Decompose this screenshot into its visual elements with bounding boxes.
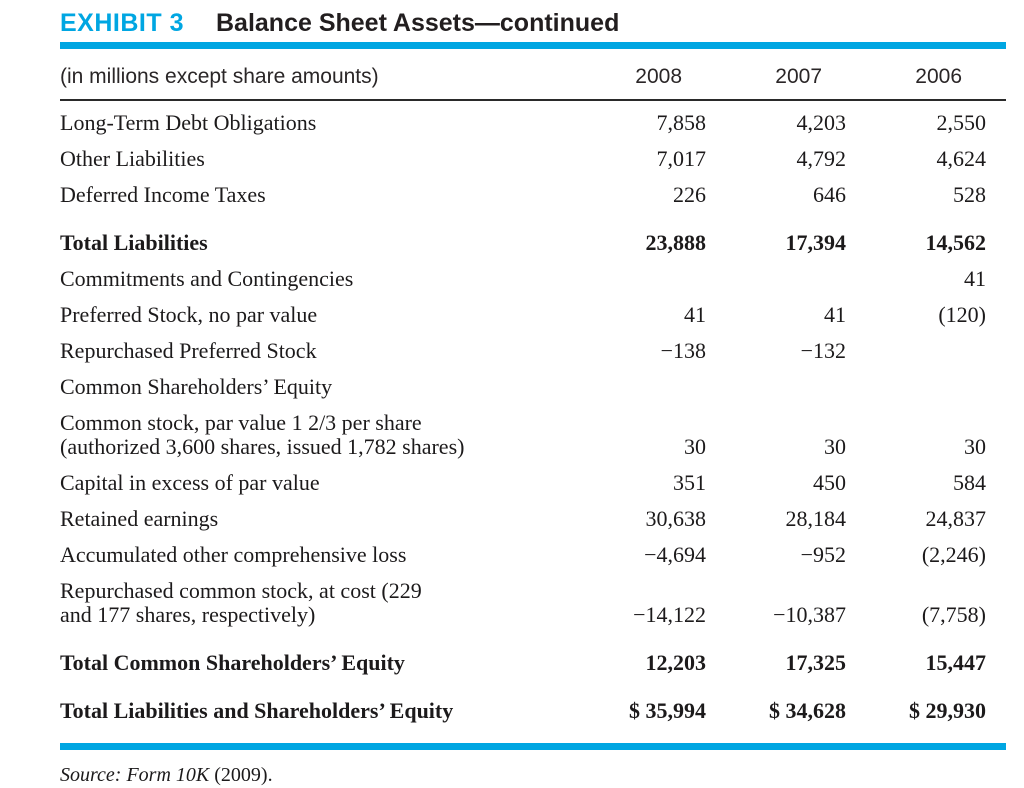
table-row: Other Liabilities 7,017 4,792 4,624 <box>60 141 1006 177</box>
value-2006: 2,550 <box>936 110 987 135</box>
table-row: Retained earnings 30,638 28,184 24,837 <box>60 501 1006 537</box>
table-row: Deferred Income Taxes 226 646 528 <box>60 177 1006 213</box>
value-2006: $ 29,930 <box>909 698 986 723</box>
value-2006: 528 <box>953 182 986 207</box>
value-2007: 30 <box>824 434 846 459</box>
exhibit-number: EXHIBIT 3 <box>60 9 184 37</box>
table-row: Repurchased common stock, at cost (229 a… <box>60 573 1006 633</box>
value-2007: $ 34,628 <box>769 698 846 723</box>
row-label: Other Liabilities <box>60 146 205 171</box>
row-label: Common stock, par value 1 2/3 per share … <box>60 410 465 459</box>
table-row: Common stock, par value 1 2/3 per share … <box>60 405 1006 465</box>
value-2008: 351 <box>673 470 706 495</box>
table-row: Preferred Stock, no par value 41 41 (120… <box>60 297 1006 333</box>
value-2006: 30 <box>964 434 986 459</box>
value-2006: (2,246) <box>921 542 986 567</box>
value-2006: 584 <box>953 470 986 495</box>
table-row-total-liabilities: Total Liabilities 23,888 17,394 14,562 <box>60 213 1006 261</box>
value-2006: 14,562 <box>925 230 987 255</box>
exhibit-content: EXHIBIT 3 Balance Sheet Assets—continued… <box>60 9 1006 787</box>
row-label: Common Shareholders’ Equity <box>60 374 333 399</box>
source-citation: Source: Form 10K <box>60 764 210 786</box>
value-2007: 17,394 <box>785 230 847 255</box>
value-2007: −132 <box>800 338 846 363</box>
value-2006: 24,837 <box>925 506 987 531</box>
value-2008: 226 <box>673 182 706 207</box>
exhibit-header: EXHIBIT 3 Balance Sheet Assets—continued <box>60 9 1006 37</box>
value-2007: 41 <box>824 302 846 327</box>
year-column-2006: 2006 <box>866 49 1006 101</box>
balance-sheet-table: (in millions except share amounts) 2008 … <box>60 49 1006 729</box>
table-row: Repurchased Preferred Stock −138 −132 <box>60 333 1006 369</box>
value-2008: −138 <box>660 338 706 363</box>
value-2008: 23,888 <box>645 230 707 255</box>
row-label: Retained earnings <box>60 506 219 531</box>
row-label: Commitments and Contingencies <box>60 266 354 291</box>
table-header: (in millions except share amounts) 2008 … <box>60 49 1006 101</box>
value-2007: 17,325 <box>785 650 847 675</box>
value-2008: 30,638 <box>645 506 707 531</box>
value-2008: $ 35,994 <box>629 698 706 723</box>
row-label: Capital in excess of par value <box>60 470 320 495</box>
table-row: Capital in excess of par value 351 450 5… <box>60 465 1006 501</box>
row-label: Accumulated other comprehensive loss <box>60 542 407 567</box>
table-row: Commitments and Contingencies 41 <box>60 261 1006 297</box>
source-year: (2009). <box>209 764 273 786</box>
row-label: Long-Term Debt Obligations <box>60 110 317 135</box>
value-2007: −952 <box>800 542 846 567</box>
value-2008: 30 <box>684 434 706 459</box>
row-label: Preferred Stock, no par value <box>60 302 318 327</box>
header-row: (in millions except share amounts) 2008 … <box>60 49 1006 101</box>
value-2006: 15,447 <box>925 650 987 675</box>
table-row-total-liabilities-and-equity: Total Liabilities and Shareholders’ Equi… <box>60 681 1006 729</box>
value-2006: 4,624 <box>936 146 987 171</box>
value-2008: −4,694 <box>644 542 706 567</box>
value-2006: (7,758) <box>921 602 986 627</box>
row-label: Repurchased Preferred Stock <box>60 338 317 363</box>
value-2007: −10,387 <box>773 602 846 627</box>
year-column-2008: 2008 <box>586 49 726 101</box>
row-label: Deferred Income Taxes <box>60 182 266 207</box>
source-note: Source: Form 10K (2009). <box>60 763 1006 787</box>
value-2008: −14,122 <box>633 602 706 627</box>
bottom-accent-rule <box>60 743 1006 750</box>
value-2006: (120) <box>938 302 986 327</box>
top-accent-rule <box>60 42 1006 49</box>
value-2007: 450 <box>813 470 846 495</box>
row-label: Total Liabilities and Shareholders’ Equi… <box>60 698 454 723</box>
row-label: Total Liabilities <box>60 230 208 255</box>
value-2008: 41 <box>684 302 706 327</box>
row-label: Repurchased common stock, at cost (229 a… <box>60 578 422 627</box>
value-2007: 646 <box>813 182 846 207</box>
value-2006: 41 <box>964 266 986 291</box>
value-2008: 7,858 <box>656 110 707 135</box>
table-row: Common Shareholders’ Equity <box>60 369 1006 405</box>
row-label: Total Common Shareholders’ Equity <box>60 650 405 675</box>
table-body: Long-Term Debt Obligations 7,858 4,203 2… <box>60 100 1006 729</box>
value-2007: 4,203 <box>796 110 847 135</box>
units-caption: (in millions except share amounts) <box>60 49 586 101</box>
year-column-2007: 2007 <box>726 49 866 101</box>
table-row: Accumulated other comprehensive loss −4,… <box>60 537 1006 573</box>
table-row-total-common-equity: Total Common Shareholders’ Equity 12,203… <box>60 633 1006 681</box>
table-row: Long-Term Debt Obligations 7,858 4,203 2… <box>60 100 1006 141</box>
value-2008: 12,203 <box>645 650 707 675</box>
exhibit-title: Balance Sheet Assets—continued <box>215 9 620 37</box>
value-2007: 28,184 <box>785 506 847 531</box>
value-2008: 7,017 <box>656 146 707 171</box>
value-2007: 4,792 <box>796 146 847 171</box>
